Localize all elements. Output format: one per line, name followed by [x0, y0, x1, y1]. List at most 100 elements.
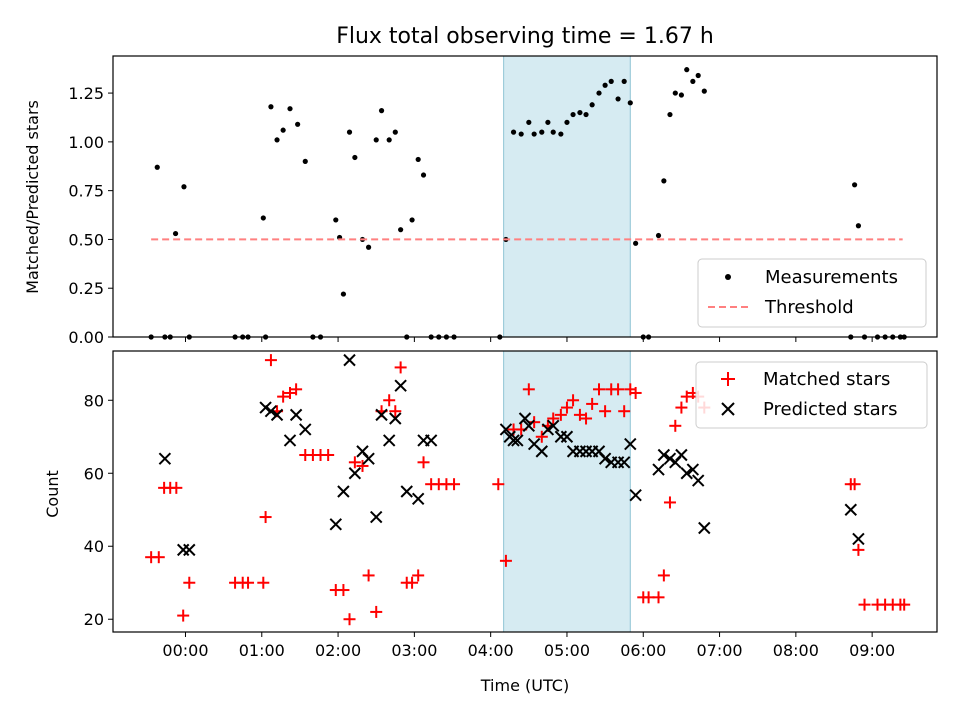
- x-tick-label: 08:00: [773, 641, 819, 660]
- legend-measurements-marker: [725, 274, 731, 280]
- measurement-point: [352, 154, 358, 161]
- matched-star-point: [356, 459, 369, 472]
- predicted-star-point: [680, 467, 693, 480]
- bottom-y-tick-label: 20: [84, 610, 104, 629]
- bottom-panel: 20 40 60 80 00:00 01:00 02:00 03:00 04:00 05:00 06…: [43, 350, 938, 695]
- predicted-star-point: [370, 510, 383, 524]
- matched-star-point: [152, 551, 165, 564]
- matched-star-point: [177, 609, 190, 622]
- matched-star-point: [492, 478, 505, 491]
- predicted-star-point: [264, 405, 278, 418]
- legend-measurements-label: Measurements: [765, 267, 898, 288]
- top-highlight-span: [503, 55, 631, 338]
- top-y-tick-label: 0.00: [68, 328, 104, 347]
- legend-predicted-marker: [721, 402, 735, 416]
- top-y-tick-label: 0.25: [68, 279, 104, 298]
- measurement-point: [855, 223, 862, 229]
- matched-star-point: [337, 584, 350, 597]
- predicted-star-point: [663, 452, 677, 465]
- measurement-point: [154, 164, 160, 170]
- matched-star-point: [522, 383, 535, 396]
- x-tick-label: 07:00: [697, 641, 743, 660]
- top-y-axis-label: Matched/Predicted stars: [23, 100, 42, 294]
- measurement-point: [274, 137, 280, 143]
- matched-star-point: [290, 383, 303, 396]
- predicted-star-point: [511, 434, 524, 447]
- predicted-star-point: [522, 419, 536, 433]
- top-legend-box: [697, 258, 927, 328]
- top-y-tick-label: 1.25: [68, 84, 104, 103]
- measurement-point: [392, 129, 398, 135]
- predicted-star-point: [541, 423, 555, 436]
- x-tick-label: 04:00: [468, 641, 514, 660]
- matched-star-point: [499, 554, 512, 567]
- matched-star-point: [394, 361, 407, 374]
- predicted-star-point: [598, 452, 612, 465]
- bottom-y-tick-label: 40: [84, 537, 104, 556]
- matched-star-point: [389, 405, 402, 418]
- measurement-point: [615, 96, 621, 102]
- measurement-point: [518, 131, 524, 137]
- matched-star-point: [528, 416, 541, 429]
- legend-predicted-label: Predicted stars: [763, 399, 897, 420]
- measurement-point: [333, 217, 339, 223]
- predicted-star-point: [394, 379, 407, 392]
- matched-star-point: [657, 569, 670, 582]
- measurement-point: [558, 131, 564, 137]
- measurement-point: [684, 67, 690, 73]
- matched-star-point: [669, 419, 682, 432]
- measurement-point: [577, 109, 583, 116]
- bottom-axes-frame: [112, 350, 938, 633]
- matched-star-point: [593, 383, 606, 396]
- measurement-point: [260, 215, 266, 221]
- matched-star-point: [599, 405, 612, 418]
- measurement-point: [596, 90, 602, 96]
- predicted-star-point: [652, 463, 665, 476]
- top-axis-ticks: 0.00 0.25 0.50 0.75 1.00 1.25: [68, 84, 873, 347]
- matched-star-point: [586, 397, 599, 410]
- top-axes-frame: [112, 55, 938, 338]
- measurement-point: [287, 106, 293, 112]
- x-tick-label: 05:00: [544, 641, 590, 660]
- matched-star-point: [284, 386, 297, 399]
- matched-star-point: [417, 456, 430, 469]
- predicted-star-point: [348, 467, 362, 480]
- matched-star-point: [554, 408, 567, 421]
- measurement-point: [564, 119, 570, 125]
- measurement-point: [420, 172, 427, 178]
- matched-star-point: [852, 543, 865, 556]
- matched-star-point: [362, 569, 375, 582]
- predicted-star-point: [691, 474, 705, 487]
- matched-star-point: [412, 569, 425, 582]
- x-tick-label: 09:00: [849, 641, 895, 660]
- bottom-legend-box: [695, 361, 928, 429]
- bottom-legend: Matched stars Predicted stars: [695, 361, 928, 429]
- x-tick-label: 00:00: [162, 641, 208, 660]
- top-y-tick-label: 0.75: [68, 182, 104, 201]
- legend-matched-label: Matched stars: [763, 369, 890, 390]
- predicted-star-point: [270, 408, 284, 422]
- predicted-star-point: [299, 423, 312, 436]
- top-legend: Measurements Threshold: [697, 258, 927, 328]
- measurement-point: [302, 158, 308, 164]
- top-panel: 0.00 0.25 0.50 0.75 1.00 1.25 Flux total obse…: [23, 24, 938, 347]
- predicted-star-point: [283, 434, 297, 447]
- bottom-plot-area: [145, 353, 911, 626]
- top-y-tick-label: 0.50: [68, 230, 104, 249]
- measurement-point: [365, 244, 372, 250]
- measurement-point: [602, 82, 608, 88]
- predicted-star-point: [389, 412, 402, 425]
- matched-star-point: [547, 412, 560, 425]
- matched-star-point: [898, 598, 911, 611]
- matched-star-point: [264, 354, 277, 367]
- predicted-star-point: [624, 437, 637, 451]
- matched-star-point: [573, 408, 586, 421]
- matched-star-point: [675, 401, 688, 414]
- measurement-point: [621, 78, 627, 84]
- predicted-star-point: [675, 448, 688, 462]
- x-tick-label: 02:00: [315, 641, 361, 660]
- predicted-star-point: [686, 463, 700, 476]
- matched-star-point: [680, 390, 693, 403]
- matched-star-point: [560, 401, 573, 414]
- predicted-star-point: [617, 456, 631, 469]
